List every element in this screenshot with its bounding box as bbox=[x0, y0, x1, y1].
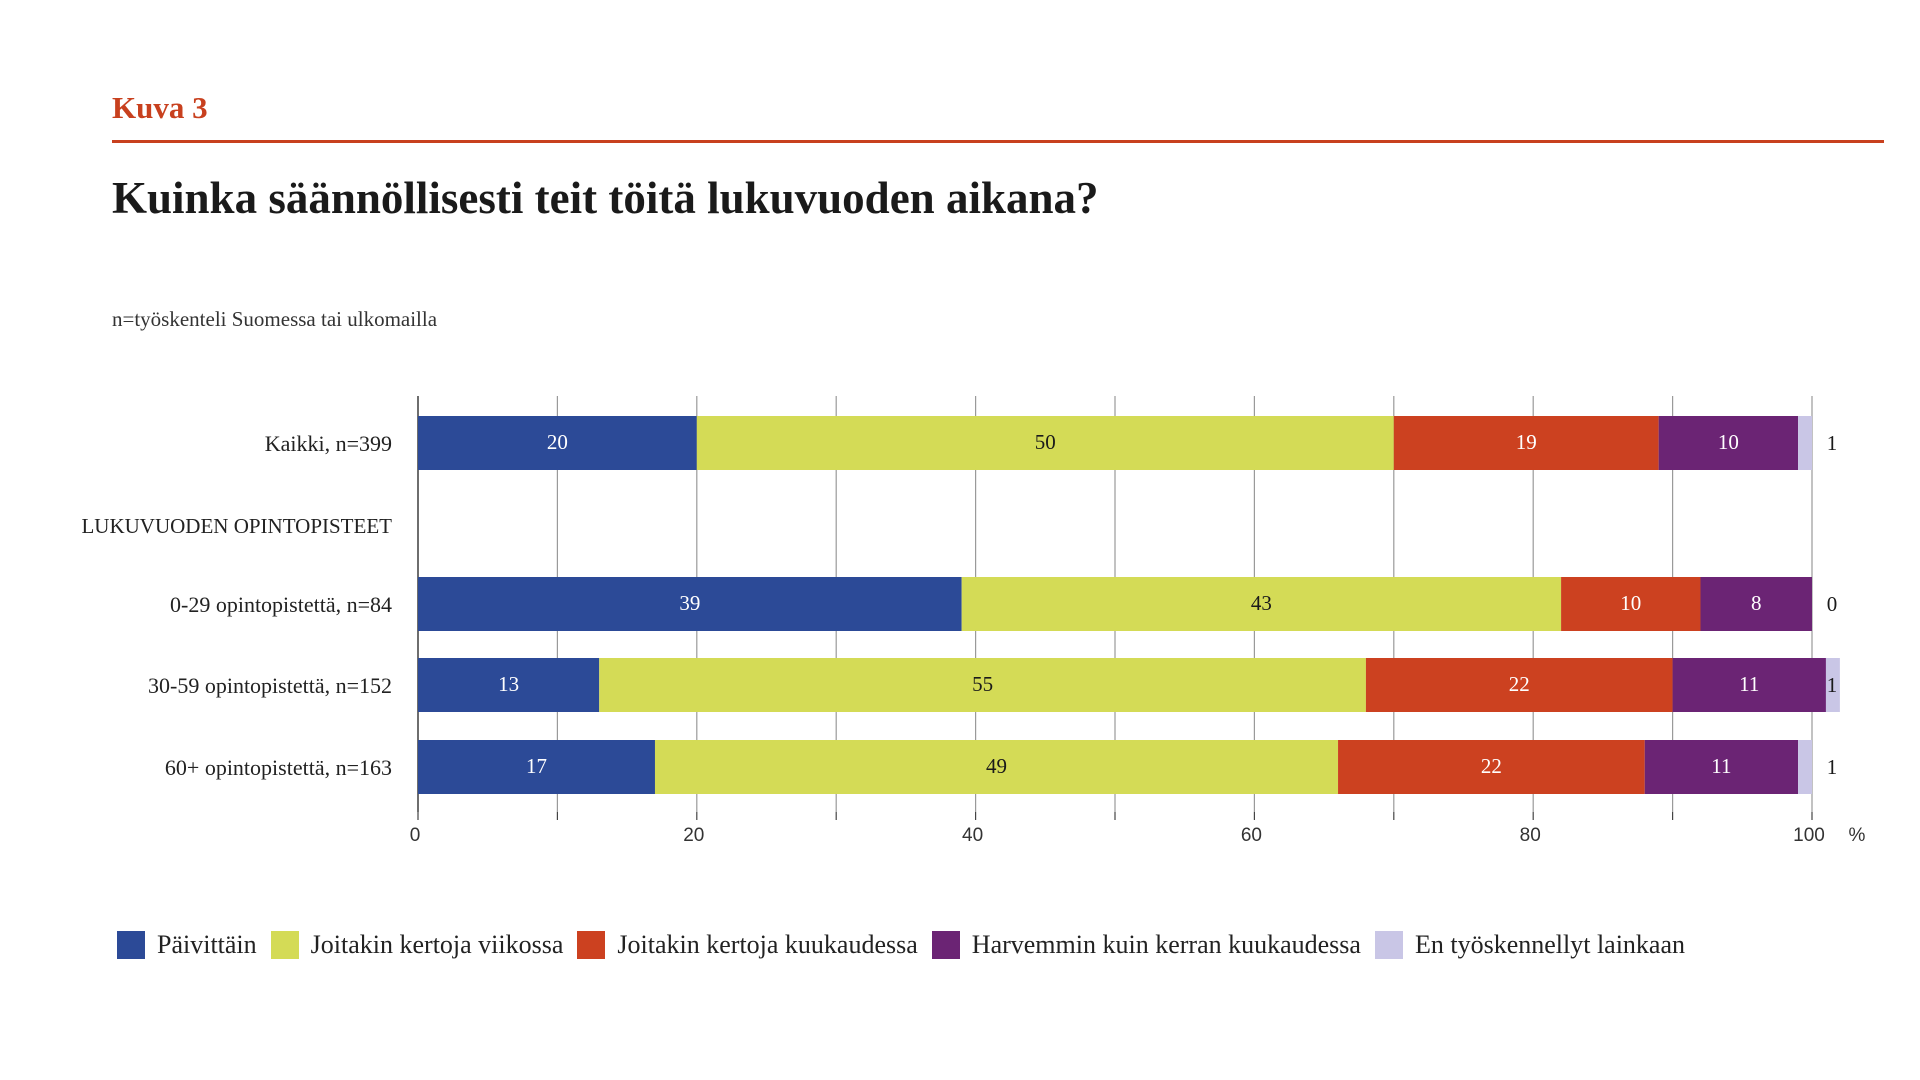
category-label: 60+ opintopistettä, n=163 bbox=[165, 755, 392, 780]
legend-swatch bbox=[117, 931, 145, 959]
figure-number: Kuva 3 bbox=[112, 90, 208, 125]
legend-swatch bbox=[577, 931, 606, 959]
data-label: 17 bbox=[526, 754, 547, 778]
data-label: 39 bbox=[679, 591, 700, 615]
data-label: 8 bbox=[1751, 591, 1762, 615]
x-unit-label: % bbox=[1849, 825, 1866, 846]
bar-segment bbox=[1561, 577, 1701, 631]
section-label: LUKUVUODEN OPINTOPISTEET bbox=[81, 514, 392, 538]
bar-segment bbox=[1798, 416, 1812, 470]
x-tick-label: 40 bbox=[962, 825, 983, 846]
bar-segment bbox=[418, 740, 655, 794]
x-tick-label: 100 bbox=[1793, 825, 1825, 846]
bar-segment bbox=[961, 577, 1562, 631]
legend-swatch bbox=[1374, 931, 1403, 959]
legend-item: En työskennellyt lainkaan bbox=[1374, 930, 1686, 960]
bar-segment bbox=[1644, 740, 1799, 794]
chart-subtitle: n=työskenteli Suomessa tai ulkomailla bbox=[112, 307, 438, 331]
bar-segment bbox=[696, 416, 1394, 470]
data-label: 11 bbox=[1711, 754, 1731, 778]
legend-item: Joitakin kertoja viikossa bbox=[270, 930, 564, 960]
category-label: 30-59 opintopistettä, n=152 bbox=[148, 673, 392, 698]
bar-segment bbox=[1393, 416, 1659, 470]
legend-swatch bbox=[931, 931, 960, 959]
legend-swatch bbox=[270, 931, 299, 959]
data-label: 19 bbox=[1516, 430, 1537, 454]
x-tick-label: 0 bbox=[410, 825, 421, 846]
data-label: 10 bbox=[1620, 591, 1641, 615]
bar-segment bbox=[1658, 416, 1799, 470]
legend-label: Joitakin kertoja viikossa bbox=[310, 930, 564, 959]
data-label: 11 bbox=[1739, 672, 1759, 696]
data-label: 13 bbox=[498, 672, 519, 696]
bar-segment bbox=[418, 577, 962, 631]
data-label: 10 bbox=[1718, 430, 1739, 454]
data-label: 1 bbox=[1827, 673, 1838, 697]
bar-segment bbox=[1825, 658, 1840, 712]
bar-segment bbox=[1365, 658, 1673, 712]
data-label: 20 bbox=[547, 430, 568, 454]
stacked-bar-chart: 0 20 40 60 80 100 %LUKUVUODEN OPINTOPISTEETKai… bbox=[81, 396, 1866, 846]
chart-title: Kuinka säännöllisesti teit töitä lukuvuo… bbox=[112, 173, 1099, 223]
legend-label: Joitakin kertoja kuukaudessa bbox=[617, 930, 918, 959]
data-label: 22 bbox=[1481, 754, 1502, 778]
data-label: 50 bbox=[1035, 430, 1056, 454]
x-tick-label: 20 bbox=[683, 825, 704, 846]
chart-legend: Päivittäin Joitakin kertoja viikossa Joita… bbox=[117, 930, 1699, 960]
bar-segment bbox=[599, 658, 1366, 712]
legend-label: Päivittäin bbox=[157, 930, 257, 959]
legend-item: Harvemmin kuin kerran kuukaudessa bbox=[931, 930, 1361, 960]
bar-segment bbox=[1798, 740, 1812, 794]
legend-label: Harvemmin kuin kerran kuukaudessa bbox=[971, 930, 1361, 959]
legend-item: Päivittäin bbox=[117, 930, 257, 960]
bar-segment bbox=[654, 740, 1339, 794]
bar-segment bbox=[1672, 658, 1826, 712]
data-label: 1 bbox=[1827, 755, 1838, 779]
bar-segment bbox=[1338, 740, 1645, 794]
bar-segment bbox=[418, 658, 600, 712]
legend-item: Joitakin kertoja kuukaudessa bbox=[577, 930, 918, 960]
data-label: 22 bbox=[1509, 672, 1530, 696]
x-tick-label: 80 bbox=[1520, 825, 1541, 846]
data-label: 55 bbox=[972, 672, 993, 696]
data-label: 0 bbox=[1827, 592, 1838, 616]
data-label: 43 bbox=[1251, 591, 1272, 615]
category-label: Kaikki, n=399 bbox=[265, 431, 392, 456]
data-label: 49 bbox=[986, 754, 1007, 778]
bar-segment bbox=[1700, 577, 1812, 631]
category-label: 0-29 opintopistettä, n=84 bbox=[170, 592, 392, 617]
legend-label: En työskennellyt lainkaan bbox=[1414, 930, 1686, 959]
data-label: 1 bbox=[1827, 431, 1838, 455]
bar-segment bbox=[418, 416, 697, 470]
title-rule bbox=[112, 140, 1884, 143]
x-tick-label: 60 bbox=[1241, 825, 1262, 846]
